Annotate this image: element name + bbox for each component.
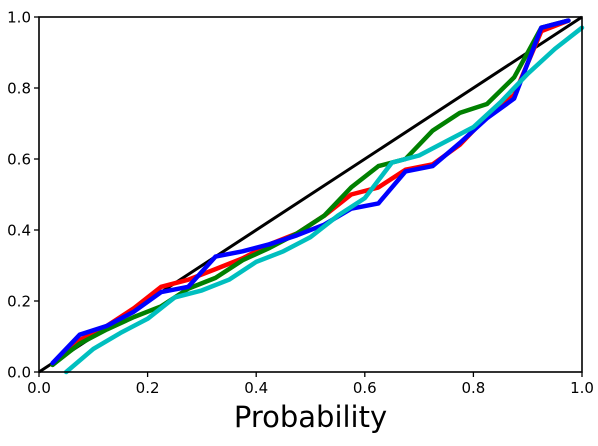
x-tick-label: 0.0	[27, 379, 51, 397]
x-tick-label: 0.4	[244, 379, 268, 397]
series-line-3	[50, 18, 571, 366]
plot-frame	[38, 16, 583, 373]
series-line-2	[50, 18, 571, 368]
y-tick-label: 0.0	[7, 364, 31, 382]
x-axis-label: Probability	[234, 400, 387, 434]
y-axis-ticks: 0.0 0.2 0.4 0.6 0.8 1.0	[7, 9, 39, 382]
y-tick-label: 1.0	[7, 9, 31, 27]
x-tick-label: 0.8	[461, 379, 485, 397]
x-tick-label: 0.6	[353, 379, 377, 397]
x-axis-ticks: 0.0 0.2 0.4 0.6 0.8 1.0	[27, 372, 594, 397]
plot-lines	[38, 15, 585, 375]
series-line-4	[63, 25, 585, 375]
y-tick-label: 0.8	[7, 80, 31, 98]
y-tick-label: 0.4	[7, 222, 31, 240]
x-tick-label: 1.0	[570, 379, 594, 397]
y-tick-label: 0.2	[7, 293, 31, 311]
y-tick-label: 0.6	[7, 151, 31, 169]
x-tick-label: 0.2	[136, 379, 160, 397]
